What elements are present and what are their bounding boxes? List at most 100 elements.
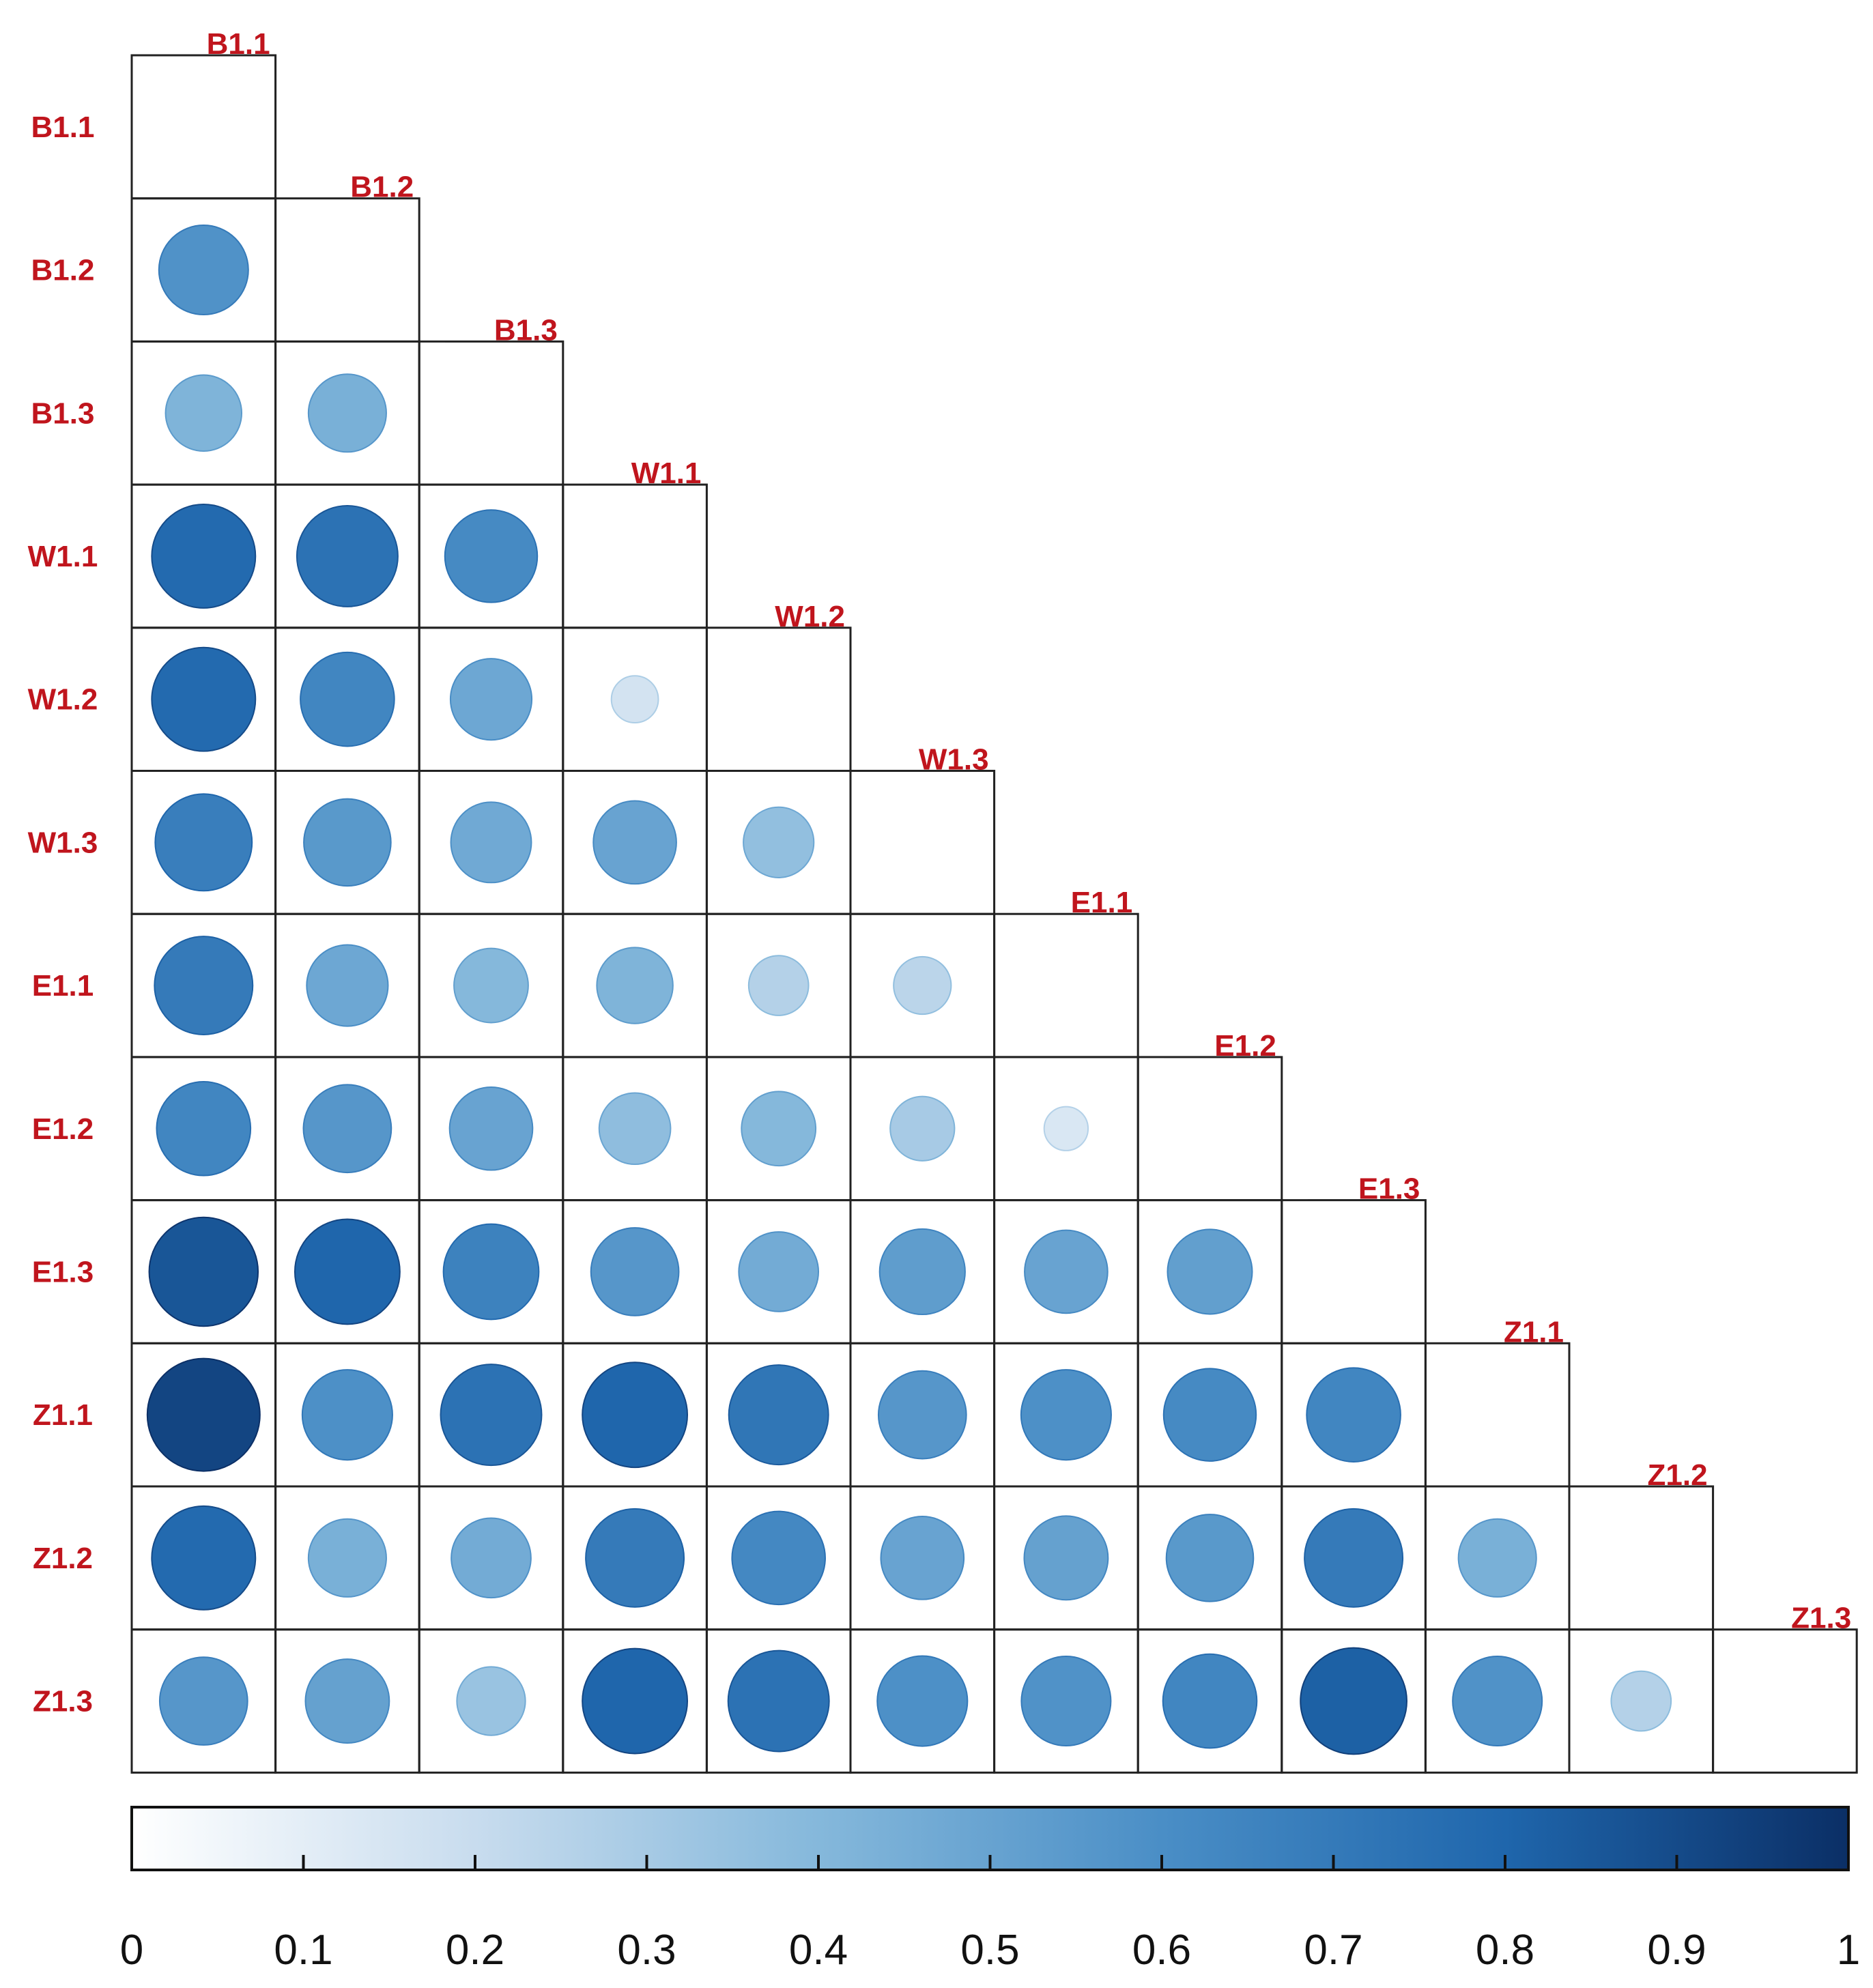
row-label-E1.2: E1.2 xyxy=(32,1112,94,1146)
corr-circle-Z1.1-B1.2 xyxy=(301,1369,393,1461)
colorbar-tick-label: 0.8 xyxy=(1476,1927,1534,1974)
corr-circle-Z1.3-Z1.1 xyxy=(1452,1656,1543,1747)
corr-circle-E1.3-W1.1 xyxy=(590,1227,680,1316)
corr-circle-Z1.2-W1.1 xyxy=(585,1508,685,1608)
corr-circle-E1.1-B1.2 xyxy=(306,944,389,1027)
corr-circle-E1.2-B1.1 xyxy=(156,1080,252,1177)
corr-circle-W1.2-B1.2 xyxy=(300,651,395,747)
corr-circle-E1.3-B1.2 xyxy=(294,1218,401,1325)
column-label-Z1.1: Z1.1 xyxy=(1504,1315,1564,1349)
corr-circle-Z1.1-E1.2 xyxy=(1162,1368,1257,1462)
column-label-B1.1: B1.1 xyxy=(207,27,270,61)
row-label-B1.3: B1.3 xyxy=(31,397,95,430)
colorbar-tick-label: 0.3 xyxy=(617,1927,676,1974)
corr-circle-E1.2-B1.2 xyxy=(302,1084,392,1174)
column-header-line xyxy=(1739,1628,1858,1773)
colorbar-tick-label: 0.7 xyxy=(1304,1927,1362,1974)
corr-circle-W1.2-B1.1 xyxy=(151,646,257,752)
column-label-W1.2: W1.2 xyxy=(775,600,845,633)
corr-circle-Z1.2-W1.2 xyxy=(731,1510,826,1606)
row-label-Z1.1: Z1.1 xyxy=(33,1398,93,1432)
cell-E1.1-E1.1 xyxy=(993,912,1139,1058)
corr-circle-Z1.1-W1.1 xyxy=(582,1362,689,1469)
colorbar-tick-label: 0.4 xyxy=(789,1927,848,1974)
corr-circle-E1.3-B1.3 xyxy=(442,1223,540,1321)
cell-E1.2-E1.2 xyxy=(1136,1056,1283,1202)
corr-circle-Z1.1-E1.3 xyxy=(1306,1367,1401,1463)
row-label-Z1.3: Z1.3 xyxy=(33,1685,93,1718)
column-header-line xyxy=(876,770,995,914)
corr-circle-Z1.1-E1.1 xyxy=(1020,1369,1112,1461)
colorbar-tick-label: 0.5 xyxy=(960,1927,1019,1974)
corr-circle-E1.2-E1.1 xyxy=(1043,1106,1089,1151)
corr-circle-E1.3-B1.1 xyxy=(148,1216,259,1327)
corr-circle-Z1.1-B1.1 xyxy=(146,1357,261,1472)
row-label-W1.3: W1.3 xyxy=(28,826,98,859)
corr-circle-Z1.2-E1.3 xyxy=(1304,1508,1404,1608)
corr-circle-W1.3-W1.2 xyxy=(743,806,815,878)
corr-circle-Z1.3-Z1.2 xyxy=(1610,1670,1672,1732)
corr-circle-Z1.1-W1.3 xyxy=(877,1370,967,1460)
corr-circle-Z1.1-W1.2 xyxy=(728,1364,829,1466)
corr-circle-E1.3-W1.3 xyxy=(878,1228,966,1316)
row-label-W1.2: W1.2 xyxy=(28,683,98,717)
corr-circle-Z1.2-Z1.1 xyxy=(1457,1518,1537,1598)
column-header-line xyxy=(1020,912,1139,1057)
corr-circle-E1.1-W1.3 xyxy=(893,955,952,1015)
cell-W1.2-W1.2 xyxy=(705,626,852,772)
corr-circle-Z1.2-B1.3 xyxy=(451,1517,532,1599)
corr-circle-E1.3-E1.1 xyxy=(1024,1229,1109,1314)
corr-circle-Z1.1-B1.3 xyxy=(440,1364,543,1467)
corr-circle-W1.2-W1.1 xyxy=(610,675,659,724)
column-header-line xyxy=(588,483,708,628)
column-label-E1.3: E1.3 xyxy=(1358,1172,1420,1206)
corr-circle-Z1.3-W1.3 xyxy=(876,1655,969,1747)
corr-circle-W1.3-B1.1 xyxy=(154,793,253,892)
column-header-line xyxy=(1451,1342,1571,1486)
row-label-W1.1: W1.1 xyxy=(28,540,98,573)
column-header-line xyxy=(157,54,276,199)
row-label-B1.2: B1.2 xyxy=(31,254,95,287)
cell-B1.3-B1.3 xyxy=(418,340,564,486)
colorbar-tick-label: 0.2 xyxy=(446,1927,504,1974)
colorbar-tick-label: 0.9 xyxy=(1647,1927,1706,1974)
corr-circle-E1.1-B1.1 xyxy=(154,936,254,1036)
corr-circle-W1.3-B1.3 xyxy=(450,801,532,884)
corr-circle-B1.3-B1.2 xyxy=(307,373,387,453)
corr-circle-B1.2-B1.1 xyxy=(158,225,249,316)
correlation-circles xyxy=(146,225,1672,1755)
corr-circle-E1.1-W1.1 xyxy=(596,947,674,1024)
column-label-Z1.2: Z1.2 xyxy=(1648,1458,1708,1492)
corr-circle-E1.3-E1.2 xyxy=(1167,1228,1253,1315)
colorbar-tick-label: 0.6 xyxy=(1132,1927,1191,1974)
cell-Z1.2-Z1.2 xyxy=(1568,1485,1715,1631)
corr-circle-Z1.2-B1.1 xyxy=(151,1505,257,1611)
corr-circle-E1.1-B1.3 xyxy=(453,947,529,1024)
corr-circle-E1.3-W1.2 xyxy=(738,1231,820,1312)
cell-Z1.1-Z1.1 xyxy=(1424,1342,1571,1488)
column-label-B1.2: B1.2 xyxy=(350,171,414,204)
corr-circle-B1.3-B1.1 xyxy=(165,374,243,452)
corr-circle-W1.1-B1.3 xyxy=(444,509,539,603)
corr-circle-Z1.2-E1.1 xyxy=(1023,1515,1109,1601)
corr-circle-Z1.3-W1.2 xyxy=(727,1650,830,1753)
corr-circle-W1.3-W1.1 xyxy=(592,800,677,885)
column-label-B1.3: B1.3 xyxy=(494,313,558,347)
cell-grid xyxy=(130,54,1858,1774)
corr-circle-Z1.3-W1.1 xyxy=(582,1647,689,1755)
row-label-E1.1: E1.1 xyxy=(32,969,94,1003)
column-header-line xyxy=(1595,1485,1714,1630)
cell-E1.3-E1.3 xyxy=(1281,1199,1427,1344)
corr-circle-Z1.3-B1.3 xyxy=(456,1666,526,1736)
corr-circle-W1.1-B1.2 xyxy=(296,504,399,607)
corr-circle-E1.2-W1.1 xyxy=(598,1092,672,1166)
column-label-Z1.3: Z1.3 xyxy=(1791,1602,1851,1635)
column-header-line xyxy=(445,341,564,485)
column-label-E1.1: E1.1 xyxy=(1071,886,1133,919)
corr-circle-Z1.2-W1.3 xyxy=(880,1516,965,1600)
corr-circle-Z1.2-B1.2 xyxy=(307,1518,387,1598)
colorbar-tick-label: 1 xyxy=(1837,1927,1860,1974)
corr-circle-Z1.3-E1.3 xyxy=(1300,1647,1407,1755)
row-label-E1.3: E1.3 xyxy=(32,1255,94,1288)
colorbar-ticks: 0 0.1 0.2 0.3 0.4 0.5 0.6 0.7 0.8 0.9 1 xyxy=(120,1855,1860,1974)
